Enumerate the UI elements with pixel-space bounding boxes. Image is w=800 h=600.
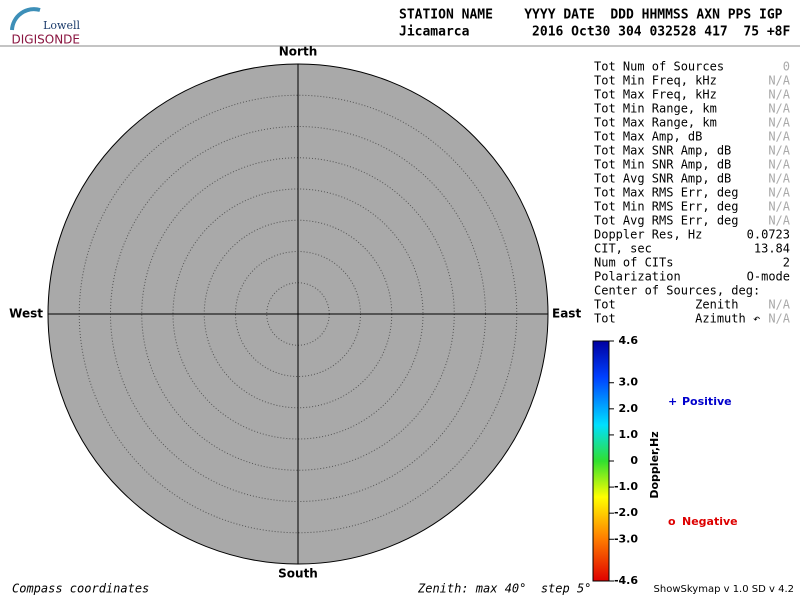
logo-bottom: DIGISONDE <box>12 33 80 47</box>
stat-value: N/A <box>768 200 790 214</box>
footer-center: Zenith: max 40° step 5° <box>417 582 591 596</box>
west-label: West <box>9 307 43 321</box>
colorbar <box>592 340 610 582</box>
stat-value: N/A <box>768 186 790 200</box>
header-values: Jicamarca 2016 Oct30 304 032528 417 75 +… <box>399 25 791 40</box>
colorbar-tick-label: -2.0 <box>614 506 638 519</box>
stat-label: Tot Min Range, km <box>594 102 717 116</box>
east-label: East <box>552 307 581 321</box>
stat-value: 0 <box>783 60 790 74</box>
south-label: South <box>278 567 318 581</box>
stat-value: N/A <box>768 74 790 88</box>
stat-label: Doppler Res, Hz <box>594 228 702 242</box>
stat-value: N/A <box>768 144 790 158</box>
stat-label: CIT, sec <box>594 242 652 256</box>
stat-value: N/A <box>768 214 790 228</box>
north-label: North <box>279 45 317 59</box>
stat-label: Tot Num of Sources <box>594 60 724 74</box>
stat-label: Tot Min RMS Err, deg <box>594 200 739 214</box>
stat-label: Tot Azimuth ↶ <box>594 312 760 326</box>
logo-swoosh <box>10 7 41 31</box>
legend-text: Positive <box>682 395 732 408</box>
colorbar-tick-label: 2.0 <box>619 402 639 415</box>
stat-label: Tot Avg SNR Amp, dB <box>594 172 731 186</box>
stat-value: N/A <box>768 116 790 130</box>
logo-top: Lowell <box>43 19 80 32</box>
stat-label: Tot Max RMS Err, deg <box>594 186 739 200</box>
stat-value: N/A <box>768 298 790 312</box>
colorbar-tick-label: 0 <box>630 454 638 467</box>
header-columns: STATION NAME YYYY DATE DDD HHMMSS AXN PP… <box>399 8 783 23</box>
stat-value: N/A <box>768 172 790 186</box>
stat-label: Center of Sources, deg: <box>594 284 760 298</box>
colorbar-tick-label: 1.0 <box>619 428 639 441</box>
stat-label: Tot Min SNR Amp, dB <box>594 158 731 172</box>
colorbar-tick-label: -1.0 <box>614 480 638 493</box>
legend-symbol: + <box>668 395 677 408</box>
stat-value: 13.84 <box>754 242 790 256</box>
stat-label: Polarization <box>594 270 681 284</box>
colorbar-label: Doppler,Hz <box>648 431 661 498</box>
stat-value: N/A <box>768 102 790 116</box>
skymap-plot <box>47 63 549 565</box>
colorbar-tick-label: -3.0 <box>614 532 638 545</box>
stat-value: N/A <box>768 130 790 144</box>
stat-value: N/A <box>768 158 790 172</box>
stat-value: 0.0723 <box>747 228 790 242</box>
colorbar-tick-label: 3.0 <box>619 376 639 389</box>
stat-label: Tot Max Freq, kHz <box>594 88 717 102</box>
footer-left: Compass coordinates <box>12 582 149 596</box>
stat-label: Tot Zenith <box>594 298 739 312</box>
stat-value: N/A <box>768 312 790 326</box>
colorbar-tick-label: -4.6 <box>614 574 638 587</box>
footer-right: ShowSkymap v 1.0 SD v 4.2 <box>654 584 794 595</box>
stat-label: Tot Max Amp, dB <box>594 130 702 144</box>
colorbar-tick-label: 4.6 <box>619 334 639 347</box>
stat-value: 2 <box>783 256 790 270</box>
legend-text: Negative <box>682 515 738 528</box>
stat-label: Tot Avg RMS Err, deg <box>594 214 739 228</box>
stat-value: O-mode <box>747 270 790 284</box>
stat-label: Num of CITs <box>594 256 673 270</box>
stat-value: N/A <box>768 88 790 102</box>
stat-label: Tot Min Freq, kHz <box>594 74 717 88</box>
legend-symbol: o <box>668 515 676 528</box>
stat-label: Tot Max Range, km <box>594 116 717 130</box>
stat-label: Tot Max SNR Amp, dB <box>594 144 731 158</box>
